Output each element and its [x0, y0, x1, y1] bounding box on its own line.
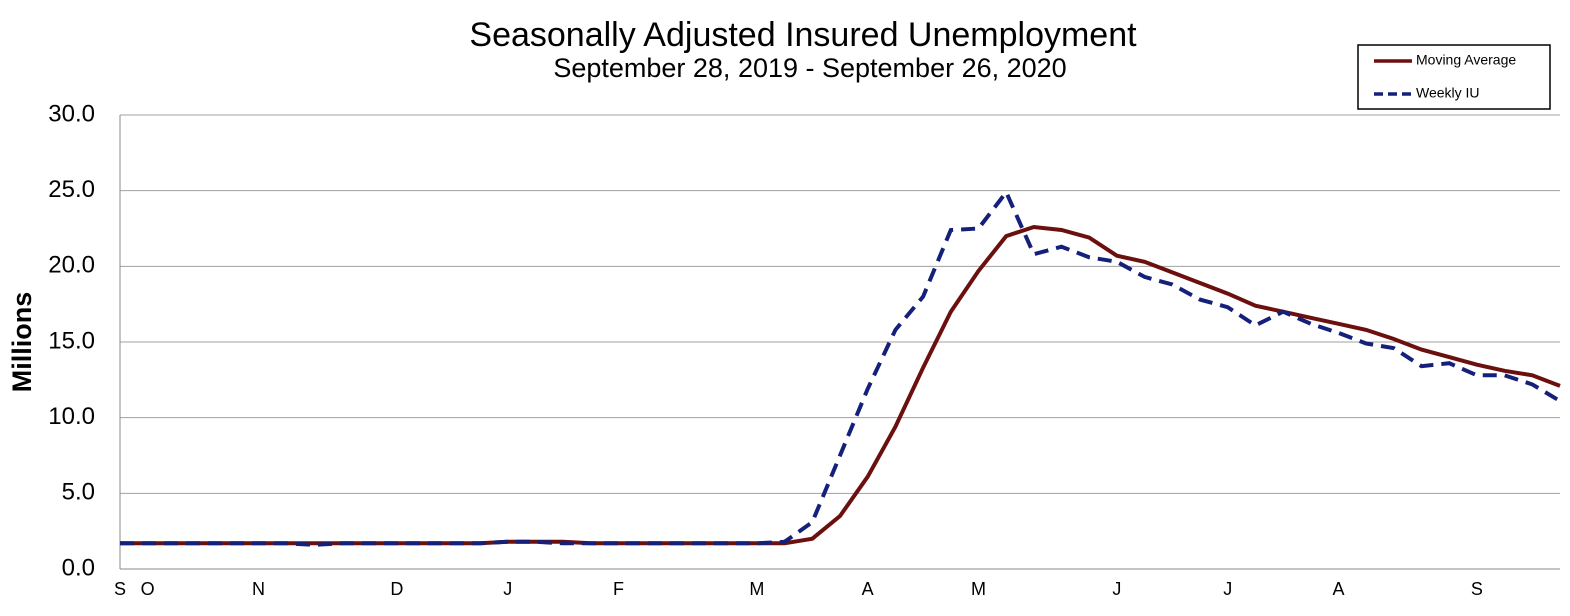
chart-subtitle: September 28, 2019 - September 26, 2020 [553, 53, 1066, 83]
x-tick-label: S [1471, 579, 1483, 599]
x-tick-label: M [971, 579, 986, 599]
y-tick-label: 20.0 [48, 252, 95, 279]
y-tick-label: 15.0 [48, 327, 95, 354]
legend-label: Moving Average [1416, 52, 1516, 68]
y-tick-label: 5.0 [62, 479, 95, 506]
y-tick-label: 25.0 [48, 176, 95, 203]
x-tick-label: A [862, 579, 874, 599]
x-tick-label: J [1223, 579, 1232, 599]
series-line [120, 188, 1562, 547]
x-tick-label: S [114, 579, 126, 599]
y-axis-label: Millions [7, 292, 37, 393]
x-tick-label: M [749, 579, 764, 599]
x-tick-label: N [252, 579, 265, 599]
x-tick-label: J [1112, 579, 1121, 599]
x-tick-label: A [1332, 579, 1344, 599]
legend-box [1357, 44, 1551, 110]
x-tick-label: O [141, 579, 155, 599]
series-line [120, 224, 1561, 546]
chart-title: Seasonally Adjusted Insured Unemployment [469, 16, 1137, 54]
y-tick-label: 0.0 [62, 554, 95, 581]
legend-label: Weekly IU [1416, 85, 1480, 101]
y-tick-label: 10.0 [48, 403, 95, 430]
y-tick-label: 30.0 [48, 100, 95, 127]
x-tick-label: J [503, 579, 512, 599]
x-tick-label: D [390, 579, 403, 599]
x-tick-label: F [613, 579, 624, 599]
